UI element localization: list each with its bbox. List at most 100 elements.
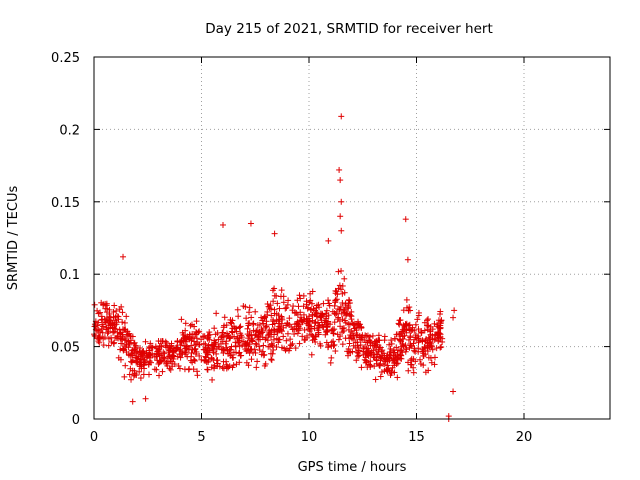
- data-point: [320, 300, 327, 307]
- data-point: [151, 366, 158, 373]
- data-point: [119, 331, 126, 338]
- data-point: [341, 289, 348, 296]
- data-point: [325, 318, 332, 325]
- data-point: [243, 359, 250, 366]
- data-point: [211, 337, 218, 344]
- data-point: [256, 347, 263, 354]
- x-tick-label: 20: [516, 430, 533, 445]
- data-point: [266, 343, 273, 350]
- data-point: [314, 325, 321, 332]
- data-point: [418, 329, 425, 336]
- data-point: [218, 334, 225, 341]
- data-point: [408, 355, 415, 362]
- data-point: [182, 333, 189, 340]
- data-point: [405, 336, 412, 343]
- data-point: [406, 344, 413, 351]
- data-point: [391, 356, 398, 363]
- data-point: [156, 342, 163, 349]
- x-tick-label: 5: [197, 430, 205, 445]
- data-point: [405, 367, 412, 374]
- data-point: [420, 352, 427, 359]
- data-point: [271, 292, 278, 299]
- data-point: [379, 347, 386, 354]
- data-point: [105, 342, 112, 349]
- data-point: [233, 328, 240, 335]
- data-point: [399, 326, 406, 333]
- data-point: [387, 345, 394, 352]
- data-point: [232, 342, 239, 349]
- data-point: [193, 335, 200, 342]
- data-point: [331, 341, 338, 348]
- data-point: [246, 332, 253, 339]
- data-point: [256, 343, 263, 350]
- data-point: [309, 288, 316, 295]
- data-point: [97, 329, 104, 336]
- data-point: [119, 319, 126, 326]
- data-point: [105, 335, 112, 342]
- data-point: [168, 342, 175, 349]
- data-point: [300, 292, 307, 299]
- data-point: [96, 335, 103, 342]
- data-point: [192, 331, 199, 338]
- data-point: [228, 343, 235, 350]
- data-point: [372, 342, 379, 349]
- data-point: [303, 334, 310, 341]
- data-point: [242, 340, 249, 347]
- data-point: [436, 325, 443, 332]
- data-point: [384, 367, 391, 374]
- data-point: [326, 302, 333, 309]
- data-point: [129, 359, 136, 366]
- data-point: [275, 336, 282, 343]
- data-point: [277, 293, 284, 300]
- data-point: [205, 358, 212, 365]
- data-point: [131, 346, 138, 353]
- data-point: [317, 312, 324, 319]
- data-point: [123, 349, 130, 356]
- data-point: [362, 359, 369, 366]
- data-point: [345, 320, 352, 327]
- data-point: [94, 322, 101, 329]
- data-point: [120, 253, 127, 260]
- data-point: [220, 221, 226, 228]
- data-point: [339, 341, 346, 348]
- data-point: [191, 323, 198, 330]
- data-point: [387, 372, 394, 379]
- data-point: [451, 307, 458, 314]
- data-point: [333, 288, 340, 295]
- data-point: [346, 311, 353, 318]
- data-point: [204, 332, 211, 339]
- data-point: [428, 359, 435, 366]
- data-point: [404, 304, 411, 311]
- data-point: [262, 324, 269, 331]
- data-point: [232, 339, 239, 346]
- data-point: [423, 336, 430, 343]
- data-point: [140, 371, 147, 378]
- data-point: [103, 309, 110, 316]
- data-point: [192, 345, 199, 352]
- x-tick-label: 0: [90, 430, 98, 445]
- data-point: [306, 322, 313, 329]
- data-point: [252, 308, 259, 315]
- data-point: [235, 350, 242, 357]
- data-point: [335, 336, 342, 343]
- data-point: [412, 332, 419, 339]
- data-point: [118, 335, 125, 342]
- data-point: [358, 325, 365, 332]
- data-point: [346, 340, 353, 347]
- data-point: [211, 362, 218, 369]
- data-point: [328, 354, 335, 361]
- data-point: [407, 307, 414, 314]
- data-point: [393, 331, 400, 338]
- data-point: [388, 340, 395, 347]
- data-point: [312, 332, 319, 339]
- data-point: [403, 346, 410, 353]
- data-point: [417, 356, 424, 363]
- data-point: [211, 343, 218, 350]
- data-point: [286, 315, 293, 322]
- data-point: [339, 325, 346, 332]
- data-point: [163, 360, 170, 367]
- data-point: [306, 299, 313, 306]
- data-point: [166, 347, 173, 354]
- data-point: [337, 323, 344, 330]
- data-point: [206, 336, 213, 343]
